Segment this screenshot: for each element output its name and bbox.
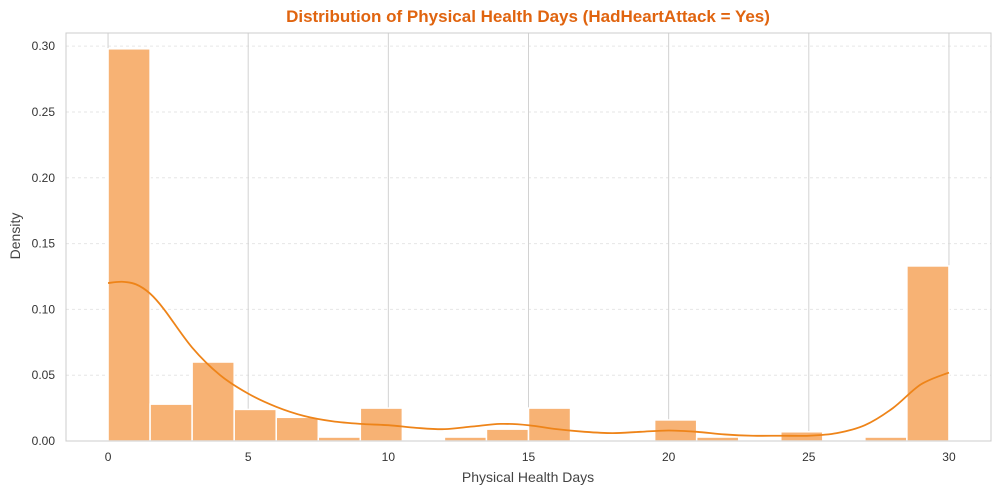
x-tick-label: 30 bbox=[942, 450, 956, 464]
y-tick-label: 0.25 bbox=[32, 105, 56, 119]
x-tick-label: 25 bbox=[802, 450, 816, 464]
x-tick-labels: 0 5 10 15 20 25 30 bbox=[105, 450, 956, 464]
histogram-bar bbox=[485, 428, 530, 442]
y-tick-label: 0.10 bbox=[32, 302, 56, 316]
plot-frame bbox=[65, 32, 992, 442]
histogram-bar bbox=[317, 436, 362, 442]
x-tick-label: 0 bbox=[105, 450, 112, 464]
y-tick-label: 0.15 bbox=[32, 237, 56, 251]
histogram-bar bbox=[527, 407, 572, 442]
x-tick-label: 5 bbox=[245, 450, 252, 464]
histogram-bar bbox=[233, 408, 277, 442]
histogram-bar bbox=[695, 436, 740, 442]
y-tick-label: 0.00 bbox=[32, 434, 56, 448]
x-axis-label: Physical Health Days bbox=[462, 469, 594, 485]
kde-line bbox=[107, 280, 950, 437]
kde-layer bbox=[107, 280, 950, 437]
histogram-bar bbox=[906, 265, 950, 442]
y-tick-label: 0.20 bbox=[32, 171, 56, 185]
y-tick-label: 0.05 bbox=[32, 368, 56, 382]
histogram-bar bbox=[191, 361, 235, 442]
histogram-bar bbox=[149, 403, 193, 442]
chart-title: Distribution of Physical Health Days (Ha… bbox=[286, 7, 770, 26]
y-axis-label: Density bbox=[7, 213, 23, 260]
y-tick-labels: 0.00 0.05 0.10 0.15 0.20 0.25 0.30 bbox=[32, 39, 56, 448]
histogram-bar bbox=[275, 416, 320, 442]
x-tick-label: 15 bbox=[522, 450, 536, 464]
histogram-bar bbox=[107, 48, 151, 442]
x-tick-label: 20 bbox=[662, 450, 676, 464]
y-tick-label: 0.30 bbox=[32, 39, 56, 53]
x-tick-label: 10 bbox=[382, 450, 396, 464]
histogram-bar bbox=[443, 436, 488, 442]
bars-layer bbox=[107, 48, 950, 442]
histogram-bar bbox=[864, 436, 908, 442]
